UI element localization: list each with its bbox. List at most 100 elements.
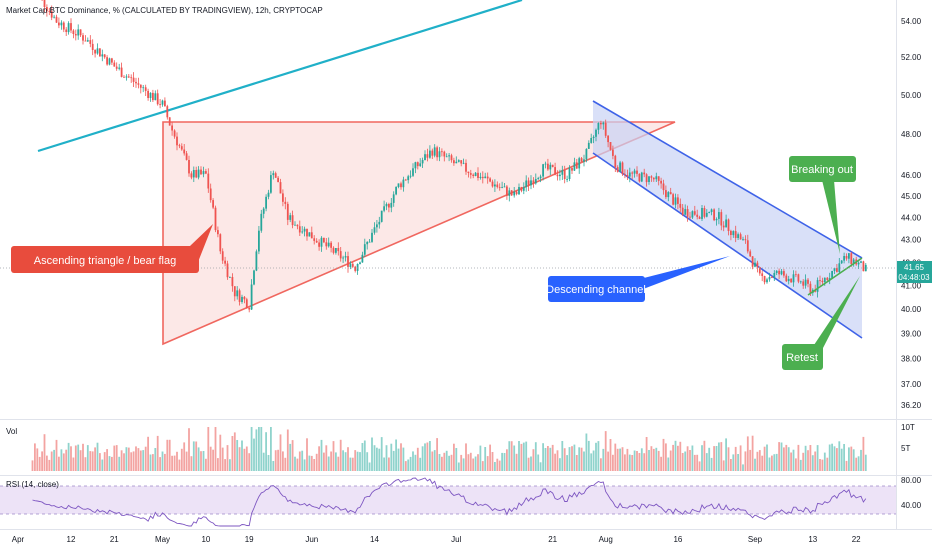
candle-body [518, 187, 520, 195]
candle-body [520, 187, 523, 191]
volume-bar [99, 453, 101, 471]
trend-line[interactable] [37, 0, 523, 153]
candle-body [298, 226, 301, 233]
candle-body [310, 232, 313, 239]
volume-bars [31, 427, 867, 471]
channel-upper-line[interactable] [592, 100, 863, 259]
volume-bar [758, 450, 761, 471]
candle-body [513, 191, 516, 196]
volume-bar [498, 460, 501, 471]
volume-label: Vol [6, 427, 17, 436]
candle-body [392, 194, 395, 203]
candle-body [139, 84, 142, 88]
volume-bar [407, 459, 410, 471]
candle-body [640, 172, 643, 182]
volume-bar [544, 448, 547, 471]
volume-bar [72, 457, 75, 471]
annotation-channel[interactable]: Descending channel [546, 256, 730, 302]
price-tick: 39.00 [901, 329, 922, 338]
candle-body [313, 238, 316, 241]
candle-body [62, 22, 65, 30]
volume-bar [313, 459, 316, 471]
volume-bar [612, 454, 614, 471]
candle-body [118, 67, 121, 69]
channel-lower-line[interactable] [592, 152, 863, 339]
candle-body [106, 57, 108, 65]
candle-body [416, 162, 419, 167]
volume-bar [809, 445, 812, 471]
volume-bar [250, 427, 253, 471]
volume-bar [195, 441, 198, 471]
volume-bar [626, 448, 629, 471]
candle-body [677, 197, 679, 204]
candle-body [407, 176, 410, 181]
chart-title: Market Cap BTC Dominance, % (CALCULATED … [6, 6, 323, 15]
volume-bar [236, 440, 239, 471]
candle-body [604, 122, 607, 136]
volume-bar [525, 441, 528, 471]
candle-body [168, 117, 171, 126]
candle-body [91, 43, 94, 50]
candle-body [758, 267, 761, 274]
volume-bar [164, 453, 166, 471]
volume-bar [462, 458, 465, 471]
candle-body [344, 256, 347, 258]
volume-bar [180, 448, 183, 471]
volume-bar [231, 436, 234, 471]
candle-body [845, 256, 848, 259]
candle-body [303, 228, 306, 232]
candle-body [457, 160, 460, 162]
annotation-breakout[interactable]: Breaking out [789, 156, 856, 254]
volume-bar [125, 447, 128, 471]
candle-body [50, 11, 53, 18]
volume-bar [38, 456, 41, 471]
volume-bar [260, 427, 263, 471]
candle-body [587, 142, 590, 149]
candle-body [70, 23, 72, 31]
volume-bar [426, 442, 429, 471]
volume-bar [31, 460, 34, 471]
volume-bar [111, 456, 113, 471]
annotation-triangle[interactable]: Ascending triangle / bear flag [11, 224, 213, 273]
candle-body [465, 162, 467, 172]
price-tick: 40.00 [901, 305, 922, 314]
annotation-triangle-box [11, 246, 199, 273]
volume-bar [843, 444, 845, 471]
volume-bar [481, 461, 484, 471]
candle-body [609, 142, 612, 150]
volume-bar [48, 459, 51, 471]
candle-body [710, 209, 713, 212]
volume-bar [65, 449, 68, 471]
volume-bar [238, 447, 241, 471]
volume-bar [419, 457, 422, 471]
volume-bar [202, 451, 205, 471]
volume-bar [248, 453, 251, 471]
candle-body [607, 135, 609, 143]
annotation-retest[interactable]: Retest [782, 276, 860, 370]
candle-body [441, 151, 443, 153]
volume-bar [171, 455, 173, 471]
retest-support-line[interactable] [807, 257, 863, 296]
ascending-triangle[interactable] [162, 121, 676, 346]
candle-body [361, 254, 364, 263]
volume-bar [212, 449, 214, 471]
volume-bar [351, 457, 354, 471]
volume-bar [573, 444, 576, 471]
candle-body [462, 162, 465, 164]
volume-bar [696, 454, 699, 471]
volume-bar [366, 452, 369, 471]
candle-body [419, 163, 422, 166]
volume-bar [296, 458, 299, 471]
volume-bar [638, 453, 641, 471]
candle-body [320, 237, 323, 247]
volume-bar [539, 462, 542, 471]
candle-body [438, 151, 441, 158]
candle-body [792, 274, 795, 283]
candle-body [192, 170, 195, 178]
candle-body [94, 50, 96, 54]
volume-bar [243, 448, 246, 471]
volume-bar [197, 447, 200, 471]
volume-bar [797, 444, 800, 471]
volume-bar [325, 445, 328, 471]
volume-bar [850, 446, 853, 471]
